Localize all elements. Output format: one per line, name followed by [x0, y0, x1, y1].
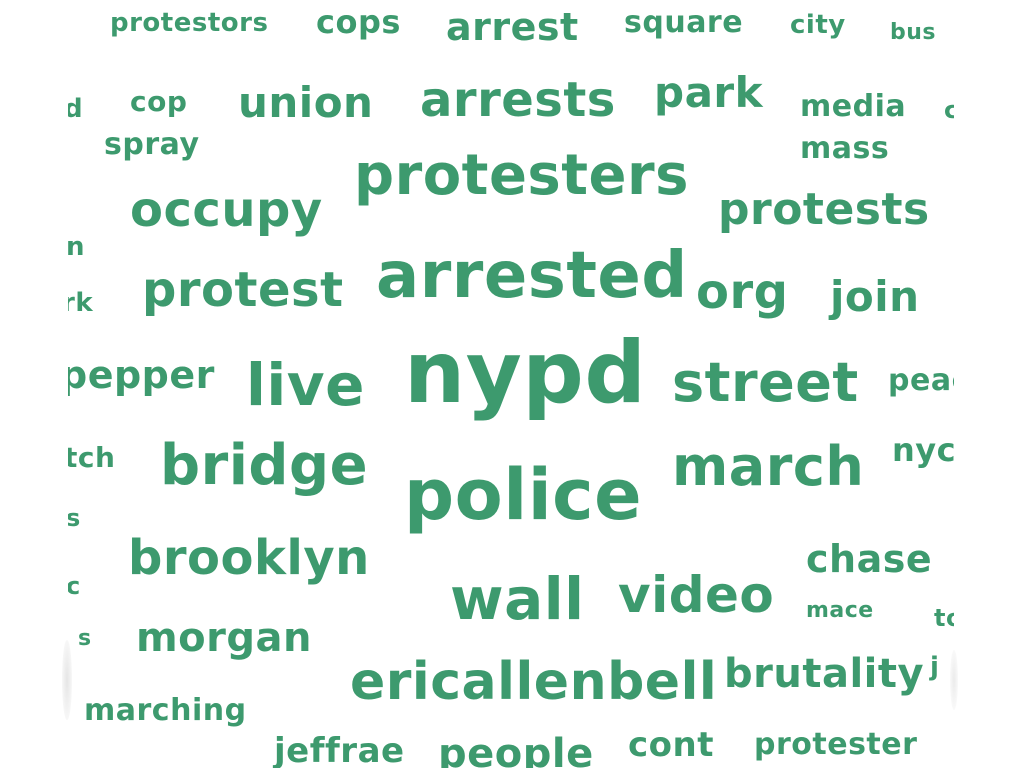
word-city: city [790, 10, 846, 40]
word-jeffrae: jeffrae [274, 731, 405, 768]
word-arrest: arrest [446, 5, 579, 49]
word-mass: mass [800, 131, 890, 166]
word-brutality: brutality [724, 651, 925, 697]
word-wall: wall [450, 565, 585, 633]
word-union: union [238, 78, 374, 127]
word-join: join [830, 272, 920, 321]
word-rk: rk [68, 288, 94, 318]
word-protest: protest [142, 262, 344, 318]
word-s-1: s [68, 504, 81, 532]
word-nypd: nypd [404, 323, 647, 423]
word-d: d [68, 94, 84, 124]
word-tch: tch [68, 441, 116, 474]
word-cops: cops [316, 3, 401, 41]
word-protesters: protesters [354, 143, 689, 208]
word-protester: protester [754, 727, 918, 762]
word-cont: cont [628, 725, 714, 765]
word-cloud: protestors cops arrest square city bus d… [68, 0, 954, 768]
word-j: j [930, 652, 940, 682]
word-arrests: arrests [420, 72, 616, 128]
word-brooklyn: brooklyn [128, 530, 370, 586]
word-occupy: occupy [130, 182, 323, 238]
word-video: video [618, 566, 775, 624]
word-to: to [934, 604, 954, 632]
word-c-left: c [68, 572, 81, 600]
word-police: police [404, 454, 643, 536]
edge-shadow [62, 640, 72, 720]
word-square: square [624, 5, 744, 40]
word-nyc: nyc [892, 431, 954, 469]
word-ericallenbell: ericallenbell [350, 652, 718, 712]
word-march: march [672, 435, 865, 498]
word-morgan: morgan [136, 615, 312, 661]
word-street: street [672, 351, 859, 414]
word-live: live [246, 351, 365, 419]
word-mace: mace [806, 598, 874, 623]
word-spray: spray [104, 127, 200, 162]
word-media: media [800, 89, 907, 124]
word-protestors: protestors [110, 8, 269, 38]
word-peac: peac [888, 363, 954, 398]
word-n: n [68, 232, 86, 262]
word-people: people [438, 731, 594, 768]
right-margin [954, 0, 1024, 768]
left-margin [0, 0, 68, 768]
word-s-2: s [78, 626, 92, 651]
word-org: org [696, 264, 789, 320]
word-bus: bus [890, 20, 937, 45]
word-pepper: pepper [68, 353, 215, 397]
word-marching: marching [84, 693, 247, 728]
word-chase: chase [806, 537, 933, 581]
word-arrested: arrested [376, 239, 688, 313]
word-cop: cop [130, 85, 188, 118]
word-c-right: c [944, 96, 954, 124]
word-bridge: bridge [160, 433, 369, 498]
word-park: park [654, 68, 764, 117]
edge-shadow [950, 650, 958, 710]
word-protests: protests [718, 184, 930, 235]
